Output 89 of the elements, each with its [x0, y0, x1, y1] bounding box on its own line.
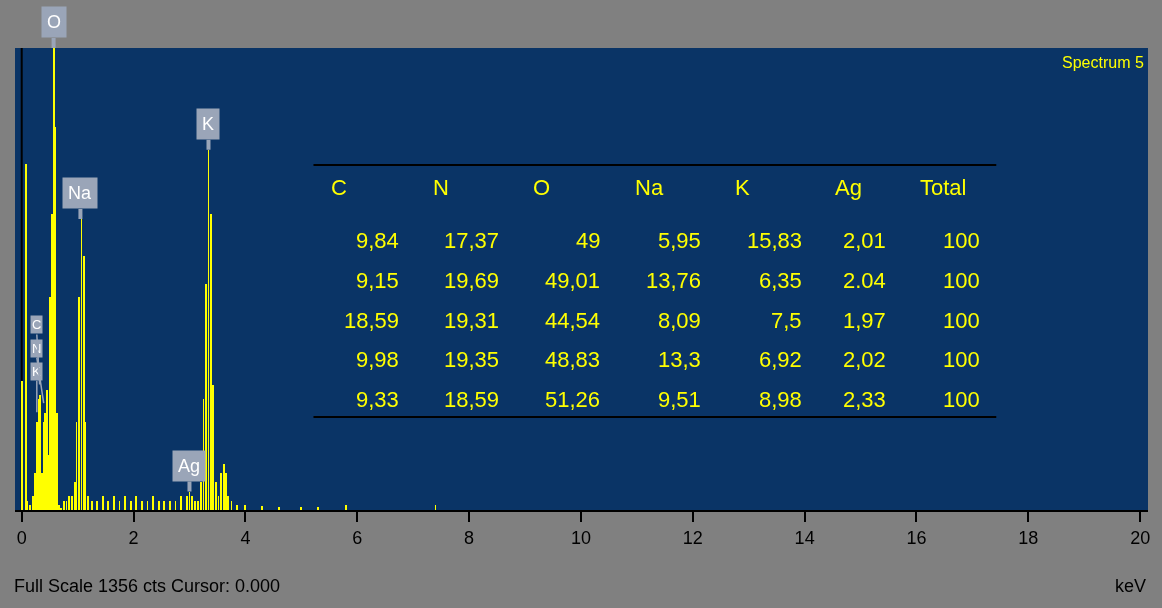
- bar: [163, 501, 165, 510]
- bar: [169, 501, 171, 510]
- annotation: N: [433, 175, 449, 200]
- annotation: 100: [943, 387, 980, 412]
- x-tick-label: 12: [682, 527, 703, 548]
- bar: [152, 496, 154, 510]
- bar: [186, 496, 188, 510]
- annotation: 19,69: [444, 268, 500, 293]
- annotation: 18,59: [344, 308, 400, 333]
- annotation: C: [331, 175, 347, 200]
- annotation: 19,31: [444, 308, 500, 333]
- bar: [141, 501, 143, 510]
- annotation: Total: [920, 175, 967, 200]
- x-tick-label: 16: [906, 527, 927, 548]
- annotation: 6,92: [759, 347, 802, 372]
- bar: [300, 507, 302, 510]
- bar: [244, 505, 246, 510]
- annotation: 13,76: [646, 268, 702, 293]
- annotation: 8,98: [759, 387, 802, 412]
- bar: [135, 496, 137, 510]
- x-tick-label: 10: [570, 527, 591, 548]
- bar: [130, 501, 132, 510]
- annotation: C: [32, 317, 42, 332]
- annotation: 49,01: [545, 268, 601, 293]
- bar: [91, 501, 93, 510]
- bar: [223, 464, 225, 510]
- bar: [124, 496, 126, 510]
- annotation: K: [202, 114, 215, 134]
- annotation: 18,59: [444, 387, 500, 412]
- annotation: 6,35: [759, 268, 802, 293]
- bar: [39, 395, 41, 510]
- annotation: 2.04: [843, 268, 886, 293]
- annotation: Ag: [178, 456, 201, 476]
- annotation: 9,98: [356, 347, 399, 372]
- bar: [261, 506, 263, 510]
- annotation: 7,5: [771, 308, 802, 333]
- x-tick-label: 18: [1018, 527, 1039, 548]
- annotation: 100: [943, 228, 980, 253]
- x-tick-label: 2: [128, 527, 139, 548]
- annotation: 9,33: [356, 387, 399, 412]
- x-tick-label: 8: [464, 527, 475, 548]
- bar: [345, 505, 347, 510]
- bar: [113, 496, 115, 510]
- annotation: 2,33: [843, 387, 886, 412]
- x-tick-label: 0: [16, 527, 27, 548]
- annotation: Ag: [835, 175, 862, 200]
- annotation: 44,54: [545, 308, 601, 333]
- annotation: 49: [576, 228, 601, 253]
- annotation: 1,97: [843, 308, 886, 333]
- bar: [25, 164, 27, 510]
- bar: [96, 501, 98, 510]
- annotation: Na: [68, 183, 92, 203]
- bar: [102, 496, 104, 510]
- annotation: 2,01: [843, 228, 886, 253]
- bar: [158, 501, 160, 510]
- annotation: 17,37: [444, 228, 500, 253]
- bar: [278, 507, 280, 510]
- annotation: 13,3: [658, 347, 701, 372]
- annotation: Na: [635, 175, 664, 200]
- annotation: 9,84: [356, 228, 399, 253]
- bar: [21, 381, 23, 510]
- annotation: O: [47, 12, 62, 32]
- annotation: 9,51: [658, 387, 701, 412]
- annotation: 5,95: [658, 228, 701, 253]
- x-tick-label: 4: [240, 527, 251, 548]
- x-tick-label: 14: [794, 527, 815, 548]
- bar: [68, 496, 70, 510]
- bar: [107, 501, 109, 510]
- annotation: 8,09: [658, 308, 701, 333]
- annotation: O: [533, 175, 551, 200]
- bar: [180, 496, 182, 510]
- annotation: 100: [943, 308, 980, 333]
- annotation: 51,26: [545, 387, 601, 412]
- text: Full Scale 1356 cts Cursor: 0.000: [14, 576, 281, 596]
- annotation: 15,83: [747, 228, 803, 253]
- bar: [317, 507, 319, 510]
- bar: [236, 505, 238, 510]
- annotation: 9,15: [356, 268, 399, 293]
- annotation: 2,02: [843, 347, 886, 372]
- x-axis-title: keV: [1115, 576, 1147, 596]
- x-tick-label: 6: [352, 527, 363, 548]
- annotation: 19,35: [444, 347, 500, 372]
- annotation: K: [735, 175, 750, 200]
- annotation: 100: [943, 268, 980, 293]
- x-tick-label: 20: [1130, 527, 1151, 548]
- annotation: 100: [943, 347, 980, 372]
- bar: [191, 496, 193, 510]
- annotation: Spectrum 5: [1062, 54, 1144, 71]
- annotation: 48,83: [545, 347, 601, 372]
